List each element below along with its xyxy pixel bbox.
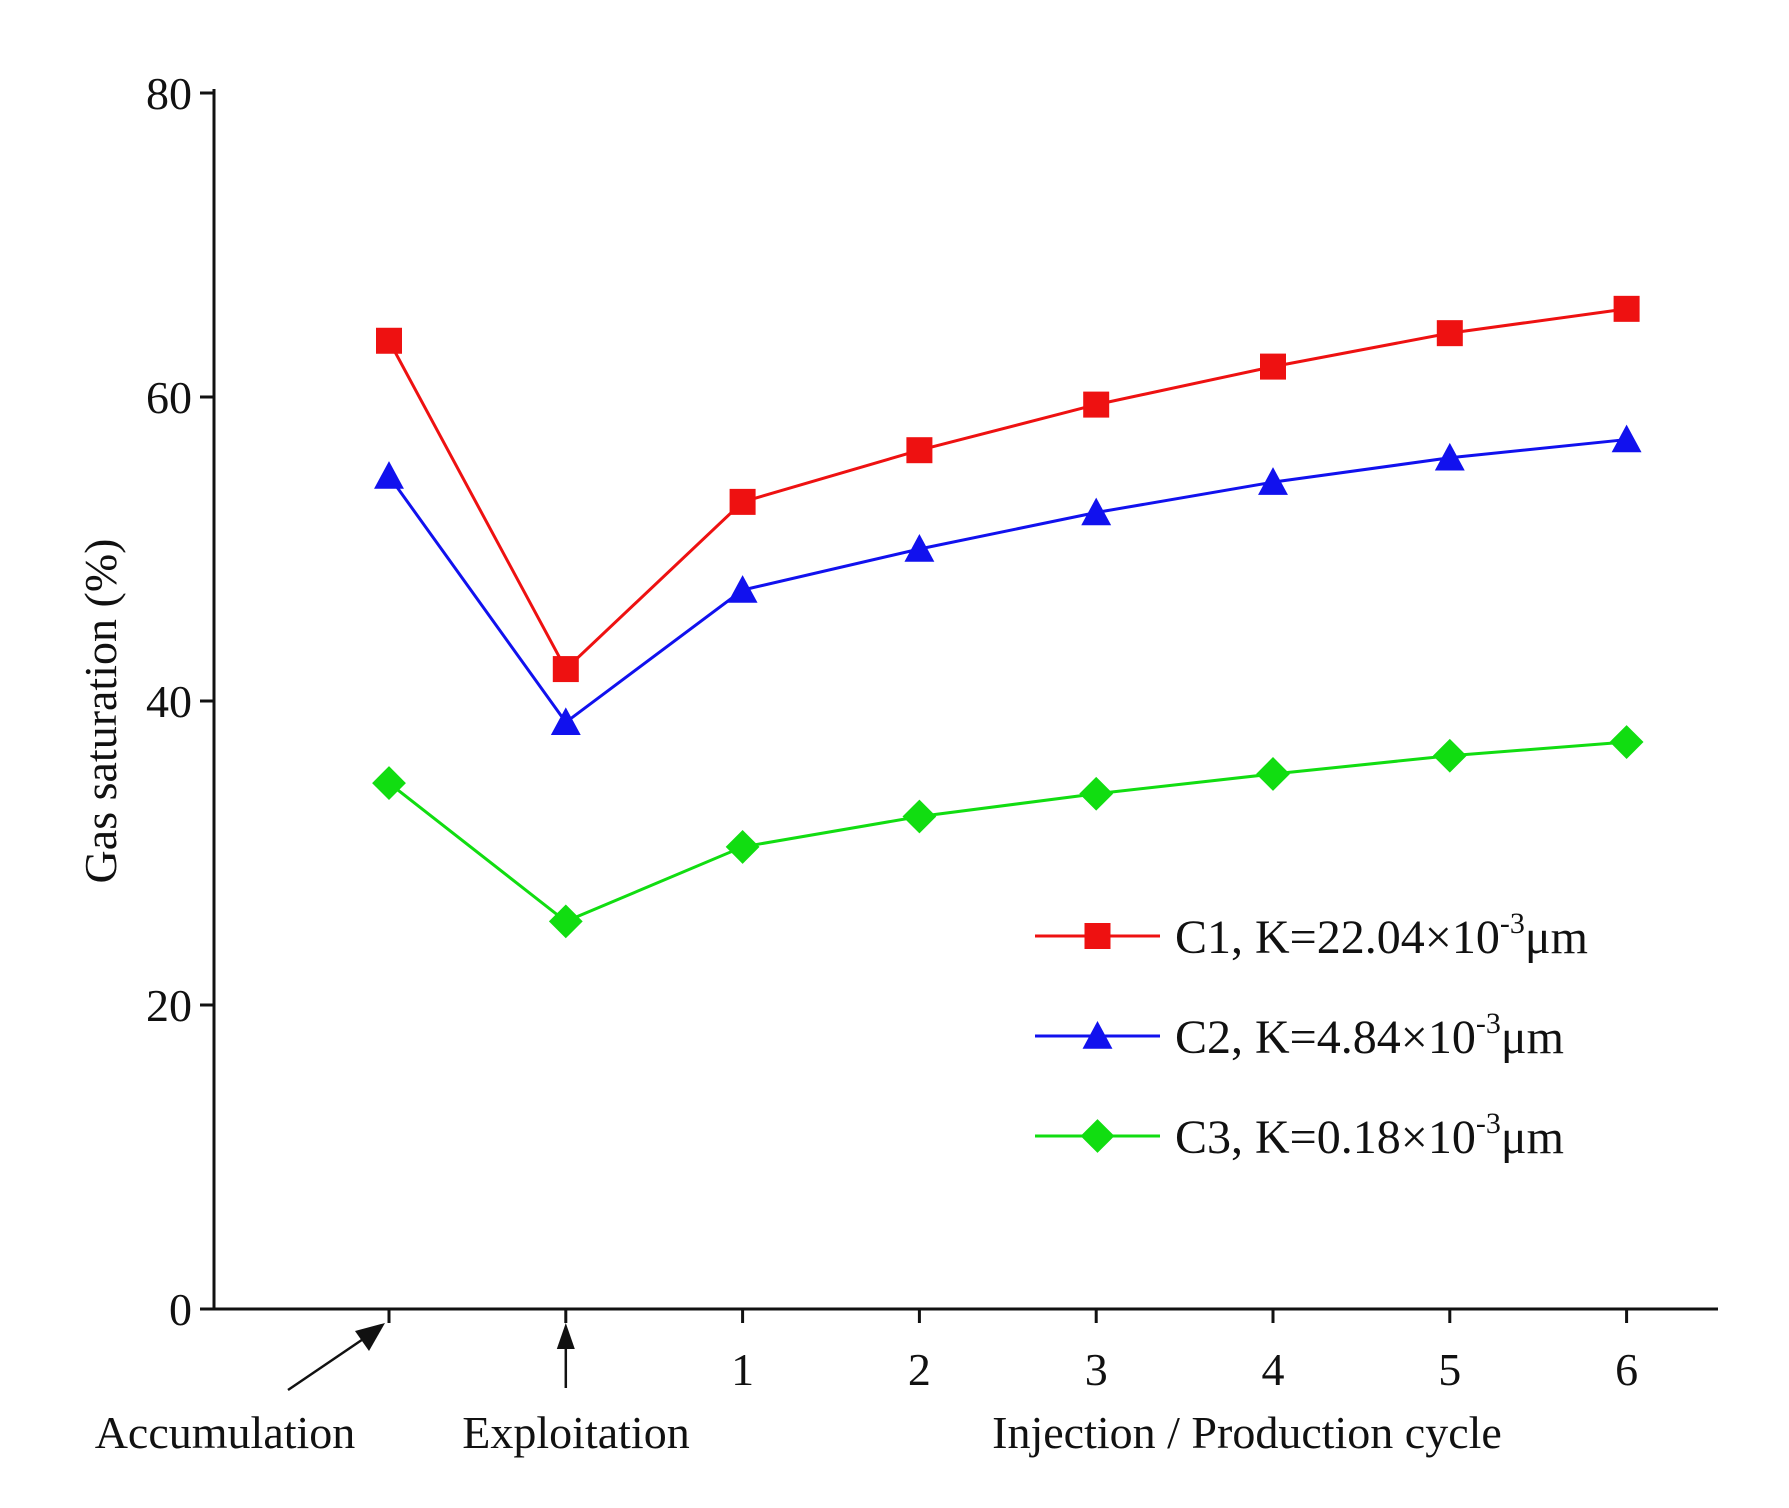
legend-label-2: C2, K=4.84×10-3μm: [1175, 1007, 1564, 1064]
series-2-point-0: [374, 461, 404, 489]
series-3-point-7: [1609, 725, 1644, 759]
series-1-point-6: [1436, 320, 1463, 347]
legend-entry-2: C2, K=4.84×10-3μm: [1035, 1007, 1564, 1064]
series-2-point-1: [550, 707, 581, 735]
x-tick-label-4: 4: [1262, 1344, 1285, 1395]
x-tick-label-5: 5: [1438, 1344, 1461, 1395]
series-layer: [372, 295, 1644, 939]
series-2-point-3: [904, 534, 935, 562]
legend-marker-1: [1084, 923, 1111, 949]
legend-marker-2: [1082, 1021, 1113, 1049]
series-1: [376, 295, 1640, 683]
y-tick-label-20: 20: [146, 980, 192, 1031]
series-1-point-7: [1613, 295, 1640, 322]
series-1-point-5: [1260, 353, 1286, 380]
x-axis-title: Injection / Production cycle: [992, 1407, 1502, 1458]
series-3-line: [388, 740, 1627, 924]
series-2-point-2: [727, 575, 758, 603]
x-tick-label-3: 3: [1085, 1344, 1108, 1395]
x-tick-label-2: 2: [908, 1344, 931, 1395]
series-2-point-6: [1434, 442, 1465, 471]
series-2-point-7: [1611, 424, 1642, 453]
series-1-point-4: [1083, 391, 1110, 418]
x-tick-label-6: 6: [1615, 1344, 1638, 1395]
x-tick-label-1: 1: [731, 1344, 754, 1395]
y-tick-label-0: 0: [169, 1284, 192, 1335]
series-1-point-3: [906, 437, 933, 464]
accumulation-arrowhead: [355, 1323, 385, 1351]
series-1-line: [387, 307, 1627, 672]
series-3-point-3: [902, 799, 937, 834]
series-1-point-2: [729, 488, 756, 515]
legend: C1, K=22.04×10-3μm C2, K=4.84×10-3μm C3, K…: [1035, 907, 1588, 1164]
series-2-line: [387, 438, 1627, 725]
series-3-point-0: [372, 766, 406, 800]
y-tick-label-80: 80: [146, 68, 192, 119]
legend-entry-1: C1, K=22.04×10-3μm: [1035, 907, 1588, 964]
y-tick-label-60: 60: [146, 372, 192, 423]
series-2: [374, 424, 1642, 735]
legend-label-1: C1, K=22.04×10-3μm: [1175, 907, 1588, 964]
stage-annotations: Accumulation Exploitation: [95, 1323, 690, 1458]
legend-label-3: C3, K=0.18×10-3μm: [1175, 1107, 1564, 1164]
series-1-point-1: [552, 656, 579, 683]
series-2-point-4: [1081, 497, 1112, 526]
y-tick-label-40: 40: [146, 676, 192, 727]
exploitation-arrowhead: [556, 1323, 575, 1349]
legend-entry-3: C3, K=0.18×10-3μm: [1035, 1107, 1564, 1164]
series-3: [372, 725, 1644, 939]
accumulation-label: Accumulation: [95, 1407, 356, 1458]
legend-marker-3: [1080, 1119, 1115, 1153]
series-2-point-5: [1258, 467, 1288, 495]
exploitation-label: Exploitation: [462, 1407, 689, 1458]
accumulation-arrow: [287, 1329, 376, 1392]
axes: 0 20 40 60 80 1 2 3 4 5 6 Gas saturation (%) Injecti…: [75, 68, 1718, 1458]
series-3-point-1: [548, 904, 583, 939]
series-3-point-5: [1256, 757, 1290, 791]
series-1-point-0: [376, 327, 402, 354]
series-3-point-6: [1432, 738, 1467, 773]
series-3-point-4: [1079, 776, 1114, 811]
series-3-point-2: [725, 830, 760, 864]
y-axis-title: Gas saturation (%): [75, 539, 126, 884]
